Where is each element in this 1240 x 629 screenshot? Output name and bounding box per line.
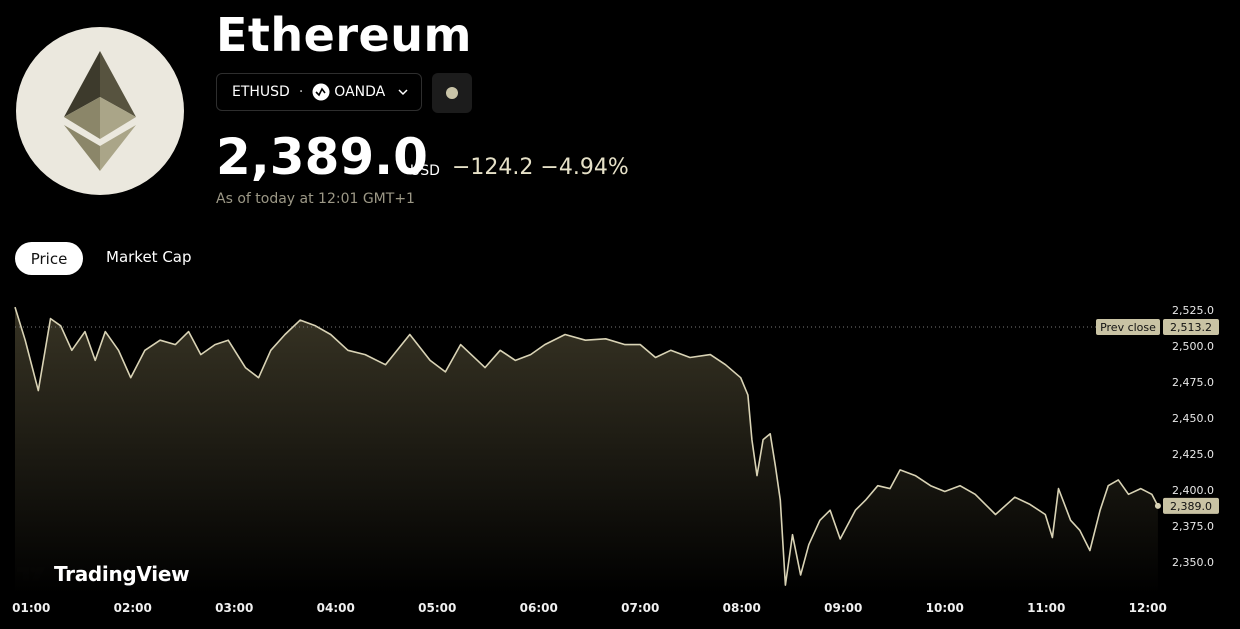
status-dot: [446, 87, 458, 99]
y-tick-label: 2,450.0: [1172, 412, 1214, 425]
prev-close-text: Prev close: [1100, 321, 1156, 334]
price-line: [14, 306, 1159, 586]
brand: TradingView: [54, 562, 190, 586]
x-tick-label: 04:00: [317, 601, 355, 615]
x-tick-label: 12:00: [1129, 601, 1167, 615]
x-tick-label: 09:00: [824, 601, 862, 615]
x-tick-label: 11:00: [1027, 601, 1065, 615]
prev-close-value: 2,513.2: [1170, 321, 1212, 334]
change-value: −124.2: [452, 155, 534, 180]
x-tick-label: 01:00: [12, 601, 50, 615]
last-price-tag: [1163, 497, 1219, 514]
chevron: [398, 89, 408, 96]
tab-active[interactable]: Price: [15, 242, 83, 275]
logo-part: [64, 51, 100, 117]
tab[interactable]: Market Cap: [106, 248, 192, 266]
y-tick-label: 2,500.0: [1172, 340, 1214, 353]
title: Ethereum: [216, 8, 472, 62]
as-of: As of today at 12:01 GMT+1: [216, 191, 415, 207]
symbol: ETHUSD: [232, 84, 290, 100]
prev-close-value-tag: [1163, 318, 1219, 335]
y-tick-label: 2,400.0: [1172, 484, 1214, 497]
y-tick-label: 2,475.0: [1172, 376, 1214, 389]
logo-part: [100, 51, 136, 117]
exchange-icon: [312, 83, 330, 101]
x-tick-label: 03:00: [215, 601, 253, 615]
price: 2,389.0: [216, 128, 428, 186]
y-tick-label: 2,350.0: [1172, 556, 1214, 569]
last-point: [1154, 502, 1161, 509]
change-percent: −4.94%: [540, 155, 629, 180]
x-tick-label: 08:00: [723, 601, 761, 615]
x-tick-label: 05:00: [418, 601, 456, 615]
currency: USD: [410, 163, 440, 179]
last-price-value: 2,389.0: [1170, 500, 1212, 513]
y-tick-label: 2,425.0: [1172, 448, 1214, 461]
x-tick-label: 10:00: [926, 601, 964, 615]
y-tick-label: 2,375.0: [1172, 520, 1214, 533]
y-tick-label: 2,525.0: [1172, 304, 1214, 317]
logo-part: [64, 125, 100, 171]
area: [15, 307, 1158, 594]
logo-part: [100, 125, 136, 171]
exchange: OANDA: [334, 84, 386, 100]
prev-close-tag: [1096, 318, 1160, 335]
logo-part: [64, 97, 100, 139]
change: −124.2 −4.94%: [452, 155, 629, 180]
x-tick-label: 06:00: [520, 601, 558, 615]
logo-part: [100, 97, 136, 139]
symbol-selector[interactable]: ETHUSD · OANDA: [216, 73, 422, 111]
status-button[interactable]: [432, 73, 472, 113]
separator: ·: [298, 84, 304, 100]
x-tick-label: 02:00: [114, 601, 152, 615]
x-tick-label: 07:00: [621, 601, 659, 615]
